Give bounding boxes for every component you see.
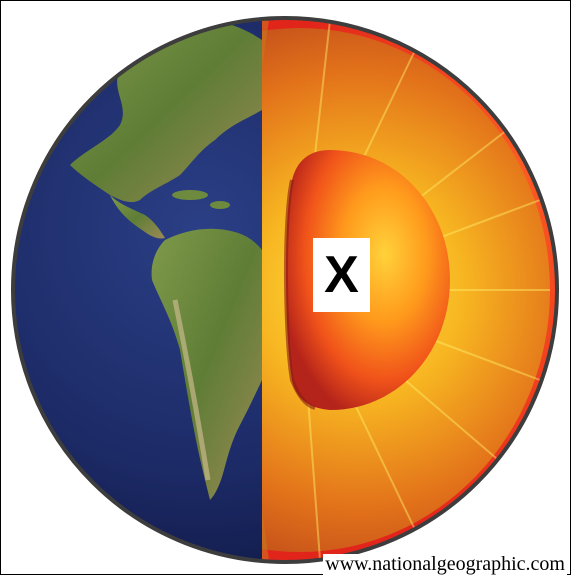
inner-core-label: X — [313, 238, 370, 312]
source-credit: www.nationalgeographic.com — [323, 553, 567, 575]
north-america-landmass — [70, 18, 262, 203]
south-america-landmass — [151, 228, 262, 500]
globe-outline — [11, 16, 559, 564]
caribbean-islands — [172, 190, 208, 200]
central-america-landmass — [110, 195, 165, 239]
